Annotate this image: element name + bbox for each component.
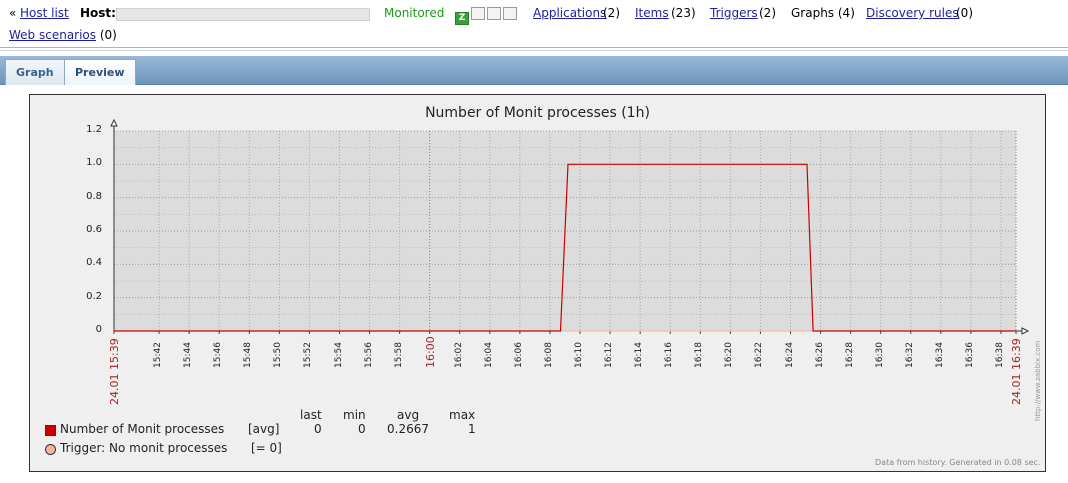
x-tick-label: 16:12: [604, 342, 615, 368]
legend-item-name: Number of Monit processes: [60, 422, 225, 436]
x-tick-label: 16:02: [453, 342, 464, 368]
y-tick-label: 1.0: [86, 157, 102, 169]
items-count: (23): [671, 6, 696, 20]
tab-preview[interactable]: Preview: [64, 59, 136, 85]
x-tick-label: 16:06: [513, 342, 524, 368]
availability-icons: Z: [455, 7, 519, 25]
web-scenarios-count: (0): [99, 28, 117, 42]
availability-icon-2: [487, 7, 501, 20]
legend-header-avg: avg: [397, 408, 420, 422]
host-status: Monitored: [384, 6, 445, 20]
x-tick-label: 16:20: [724, 342, 735, 368]
discovery-rules-count: (0): [956, 6, 973, 20]
legend-item-swatch: [45, 425, 56, 436]
x-tick-label: 16:08: [543, 342, 554, 368]
x-tick-label: 16:28: [844, 342, 855, 368]
x-tick-label: 16:34: [934, 342, 945, 368]
web-scenarios-link[interactable]: Web scenarios: [9, 28, 97, 42]
x-tick-label: 16:14: [634, 342, 645, 368]
x-tick-label: 16:30: [874, 342, 885, 368]
graph-footer: Data from history. Generated in 0.08 sec…: [875, 458, 1041, 467]
availability-icon-3: [503, 7, 517, 20]
tab-bar: Graph Preview: [0, 56, 1068, 85]
legend-item-func: [avg]: [248, 422, 280, 436]
x-tick-label: 16:04: [483, 342, 494, 368]
host-list-link[interactable]: Host list: [20, 6, 69, 20]
x-tick-label: 16:24: [784, 342, 795, 368]
x-tick-label: 16:22: [754, 342, 765, 368]
x-tick-label: 15:42: [153, 342, 164, 368]
x-tick-label: 16:18: [694, 342, 705, 368]
graph-plot: [110, 118, 1030, 335]
legend-item-max: 1: [468, 422, 476, 436]
triggers-count: (2): [759, 6, 776, 20]
legend-trigger-name: Trigger: No monit processes: [60, 441, 228, 455]
legend-item-min: 0: [358, 422, 366, 436]
legend-trigger-condition: [= 0]: [251, 441, 282, 455]
x-tick-label: 24.01 15:39: [108, 338, 121, 406]
y-tick-label: 0.8: [86, 190, 102, 202]
header-divider: [0, 47, 1068, 48]
applications-count: (2): [603, 6, 620, 20]
graphs-label: Graphs (4): [791, 6, 855, 20]
y-tick-label: 0: [95, 324, 102, 335]
discovery-rules-link[interactable]: Discovery rules: [866, 6, 959, 20]
host-label: Host:: [80, 6, 116, 20]
series-line: [114, 163, 1016, 332]
x-tick-label: 16:00: [423, 336, 437, 368]
legend-header-last: last: [300, 408, 322, 422]
x-tick-label: 24.01 16:39: [1010, 338, 1023, 406]
graph-title: Number of Monit processes (1h): [425, 105, 650, 121]
x-tick-label: 15:58: [393, 342, 404, 368]
x-tick-label: 15:54: [333, 342, 344, 368]
y-tick-label: 0.2: [86, 290, 102, 302]
x-tick-label: 15:56: [363, 342, 374, 368]
legend-item-avg: 0.2667: [387, 422, 429, 436]
items-link[interactable]: Items: [635, 6, 669, 20]
applications-link[interactable]: Applications: [533, 6, 607, 20]
availability-icon-1: [471, 7, 485, 20]
x-tick-label: 16:38: [994, 342, 1005, 368]
header-divider-2: [0, 50, 1068, 51]
x-tick-label: 16:26: [814, 342, 825, 368]
availability-icon-0: Z: [455, 12, 469, 25]
x-axis-arrow: [1021, 327, 1030, 335]
y-tick-label: 1.2: [86, 124, 102, 135]
y-axis-arrow: [110, 118, 118, 127]
legend-header-max: max: [449, 408, 476, 422]
x-tick-label: 15:48: [243, 342, 254, 368]
x-tick-label: 16:10: [574, 342, 585, 368]
graph-panel: Number of Monit processes (1h) 0 0.2 0.4 0.…: [29, 94, 1046, 472]
x-tick-label: 15:44: [183, 342, 194, 368]
triggers-link[interactable]: Triggers: [710, 6, 758, 20]
legend-header-min: min: [343, 408, 366, 422]
x-tick-label: 16:16: [664, 342, 675, 368]
legend-trigger-swatch: [45, 444, 56, 455]
y-tick-label: 0.6: [86, 224, 102, 235]
x-tick-label: 15:52: [303, 342, 314, 368]
x-tick-label: 15:46: [213, 342, 224, 368]
back-icon: «: [9, 6, 17, 20]
host-name-field: [116, 8, 370, 21]
x-tick-label: 16:36: [964, 342, 975, 368]
y-tick-label: 0.4: [86, 257, 102, 269]
x-tick-label: 16:32: [904, 342, 915, 368]
tab-graph[interactable]: Graph: [5, 59, 65, 85]
x-tick-label: 15:50: [273, 342, 284, 368]
host-header-row-2: Web scenarios (0): [9, 28, 117, 42]
zabbix-watermark: http://www.zabbix.com: [1034, 340, 1042, 421]
legend-item-last: 0: [314, 422, 322, 436]
